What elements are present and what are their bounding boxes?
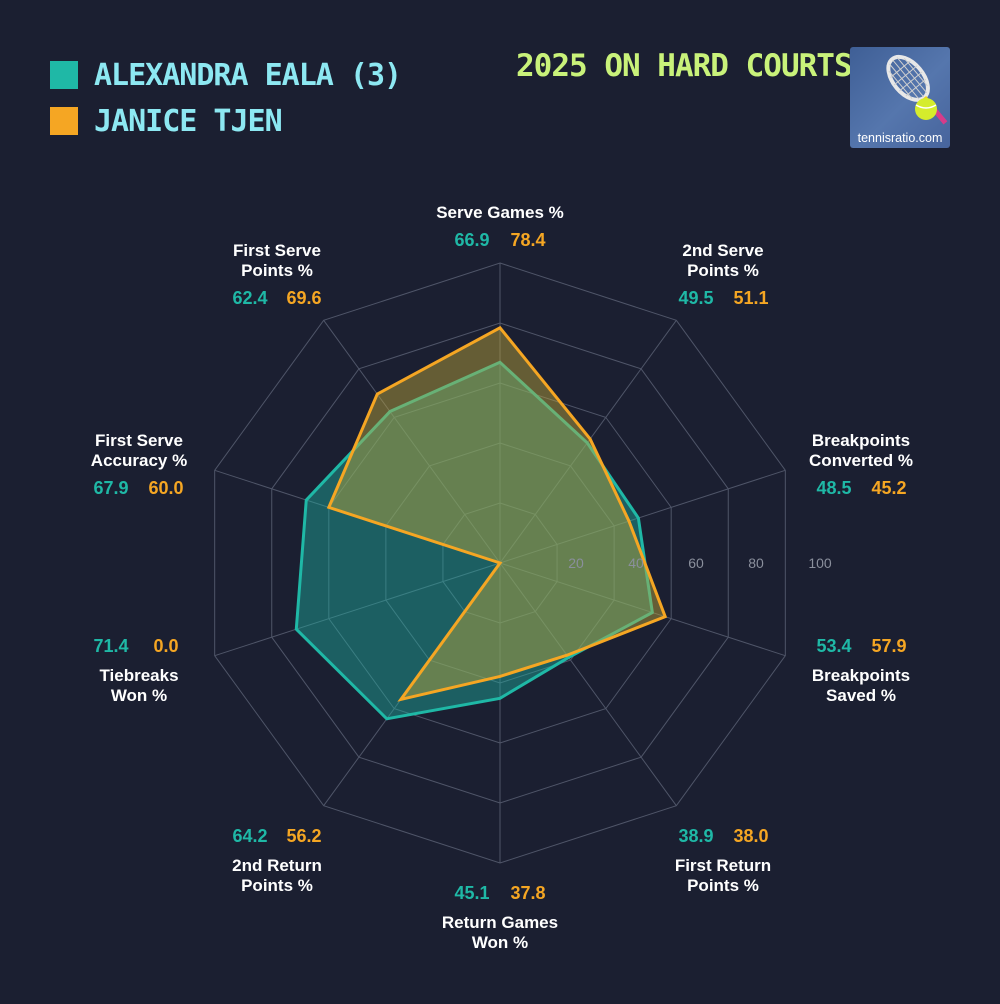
grid-spoke-2 [499, 469, 786, 564]
tick-label-100: 100 [808, 555, 832, 571]
tick-label-60: 60 [688, 555, 704, 571]
value-label-4-series-1: 38.0 [733, 826, 768, 846]
axis-label-2-line-0: Breakpoints [812, 431, 910, 450]
axis-label-5-line-1: Won % [472, 933, 528, 952]
grid-spoke-7 [214, 562, 501, 657]
value-label-7-series-1: 0.0 [153, 636, 178, 656]
axis-label-7-line-1: Won % [111, 686, 167, 705]
axis-label-5-line-0: Return Games [442, 913, 558, 932]
value-label-1-series-0: 49.5 [678, 288, 713, 308]
value-label-5-series-1: 37.8 [510, 883, 545, 903]
value-label-3-series-1: 57.9 [871, 636, 906, 656]
value-label-6-series-0: 64.2 [232, 826, 267, 846]
axis-label-6-line-0: 2nd Return [232, 856, 322, 875]
series-area-0 [294, 360, 654, 721]
tick-label-80: 80 [748, 555, 764, 571]
axis-label-1-line-1: Points % [687, 261, 759, 280]
series-area-1 [326, 325, 668, 702]
value-label-1-series-1: 51.1 [733, 288, 768, 308]
axis-label-8-line-1: Accuracy % [91, 451, 187, 470]
axis-label-4-line-1: Points % [687, 876, 759, 895]
value-label-7-series-0: 71.4 [93, 636, 128, 656]
axis-label-7-line-0: Tiebreaks [99, 666, 178, 685]
legend-swatch-eala [50, 61, 78, 89]
axis-label-0-line-0: Serve Games % [436, 203, 564, 222]
tick-label-40: 40 [628, 555, 644, 571]
axis-label-6-line-1: Points % [241, 876, 313, 895]
legend-label-tjen: JANICE TJEN [94, 103, 283, 139]
value-label-8-series-0: 67.9 [93, 478, 128, 498]
value-label-9-series-0: 62.4 [232, 288, 267, 308]
value-label-3-series-0: 53.4 [816, 636, 851, 656]
value-label-2-series-0: 48.5 [816, 478, 851, 498]
axis-label-4-line-0: First Return [675, 856, 771, 875]
value-label-4-series-0: 38.9 [678, 826, 713, 846]
value-label-5-series-0: 45.1 [454, 883, 489, 903]
value-label-8-series-1: 60.0 [148, 478, 183, 498]
axis-label-8-line-0: First Serve [95, 431, 183, 450]
axis-label-3-line-0: Breakpoints [812, 666, 910, 685]
tennis-racket-and-ball-icon [886, 54, 948, 125]
legend-item-eala: ALEXANDRA EALA (3) [50, 52, 402, 98]
grid-spoke-3 [499, 562, 786, 657]
legend-item-tjen: JANICE TJEN [50, 98, 401, 144]
grid-spoke-9 [323, 320, 501, 564]
legend: ALEXANDRA EALA (3) JANICE TJEN [50, 52, 402, 144]
value-label-0-series-0: 66.9 [454, 230, 489, 250]
logo-text: tennisratio.com [857, 131, 943, 145]
grid-spoke-4 [499, 562, 677, 806]
tick-label-20: 20 [568, 555, 584, 571]
tennisratio-logo[interactable]: tennisratio.com [850, 47, 950, 148]
axis-label-9-line-0: First Serve [233, 241, 321, 260]
axis-label-9-line-1: Points % [241, 261, 313, 280]
value-label-9-series-1: 69.6 [286, 288, 321, 308]
legend-swatch-tjen [50, 107, 78, 135]
value-label-6-series-1: 56.2 [286, 826, 321, 846]
axis-label-3-line-1: Saved % [826, 686, 896, 705]
value-label-2-series-1: 45.2 [871, 478, 906, 498]
chart-title: 2025 ON HARD COURTS [516, 48, 853, 84]
value-label-0-series-1: 78.4 [510, 230, 545, 250]
legend-label-eala: ALEXANDRA EALA (3) [94, 57, 402, 93]
axis-label-1-line-0: 2nd Serve [682, 241, 763, 260]
axis-label-2-line-1: Converted % [809, 451, 913, 470]
